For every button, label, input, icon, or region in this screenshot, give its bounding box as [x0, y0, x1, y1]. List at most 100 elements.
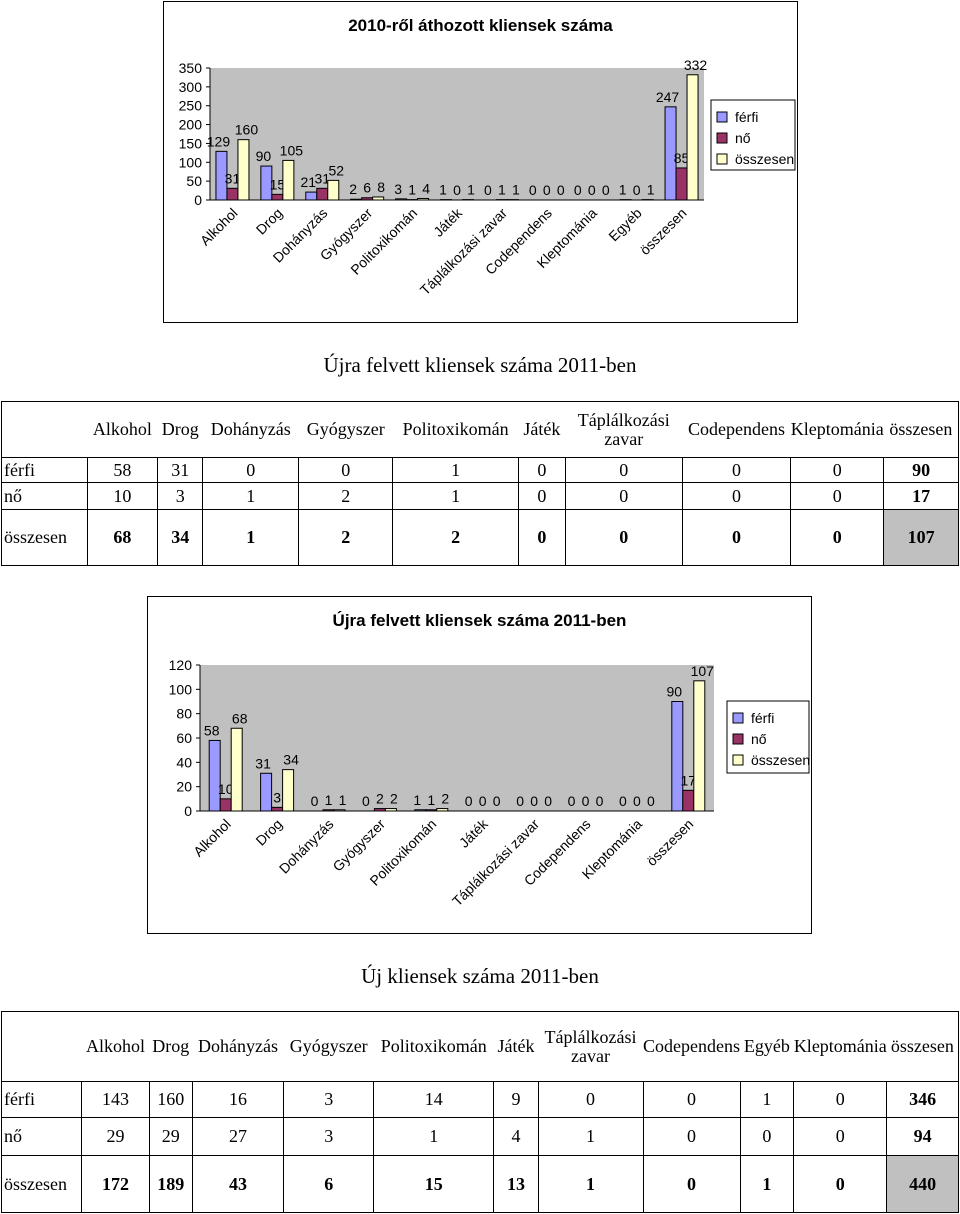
bar-összesen: [333, 809, 346, 812]
data-label: 1: [325, 792, 333, 808]
data-label: 107: [691, 663, 715, 679]
table-cell: 1: [202, 482, 300, 510]
category-label: összesen: [643, 816, 696, 869]
category-label: Drog: [252, 816, 285, 849]
category-label: összesen: [637, 205, 690, 258]
table-cell: 3: [283, 1081, 375, 1118]
y-tick-label: 100: [179, 154, 203, 170]
data-label: 68: [232, 710, 248, 726]
column-header: Gyógyszer: [283, 1011, 374, 1082]
row-header: összesen: [1, 509, 88, 566]
column-header: Egyéb: [740, 1011, 794, 1082]
data-label: 247: [656, 89, 680, 105]
column-header: összesen: [883, 401, 959, 458]
data-label: 0: [619, 793, 627, 809]
bar-nő: [675, 167, 688, 201]
table-cell: 0: [681, 509, 792, 566]
data-label: 0: [633, 793, 641, 809]
table-cell: 0: [642, 1117, 741, 1156]
y-tick-label: 50: [186, 173, 202, 189]
data-label: 129: [207, 133, 231, 149]
table-cell: 43: [191, 1155, 285, 1213]
table-cell: 16: [191, 1081, 285, 1118]
column-header: Kleptománia: [793, 1011, 887, 1082]
table-cell: 0: [793, 1155, 888, 1213]
table-cell: 15: [373, 1155, 495, 1213]
table-cell: 0: [564, 482, 683, 510]
data-label: 3: [273, 789, 281, 805]
data-label: 3: [394, 181, 402, 197]
table-cell: 0: [642, 1155, 741, 1213]
data-label: 1: [413, 792, 421, 808]
data-label: 2: [390, 791, 398, 807]
data-label: 52: [328, 162, 344, 178]
data-label: 160: [235, 122, 259, 138]
table-cell: 29: [148, 1117, 193, 1156]
column-header: Játék: [518, 401, 566, 458]
data-label: 90: [667, 684, 683, 700]
y-tick-label: 350: [179, 60, 203, 76]
data-label: 31: [255, 755, 271, 771]
data-label: 0: [574, 182, 582, 198]
bar-nő: [373, 808, 386, 812]
data-label: 0: [557, 182, 565, 198]
bar-férfi: [260, 165, 273, 201]
bar-nő: [271, 806, 284, 812]
table-cell: 0: [739, 1117, 795, 1156]
table-cell: 172: [81, 1155, 150, 1213]
table-cell: 17: [883, 482, 959, 510]
legend-swatch: [716, 132, 728, 144]
y-tick-label: 200: [179, 117, 203, 133]
data-label: 34: [283, 752, 299, 768]
chart1-svg: 05010015020025030035012931160Alkohol9015…: [179, 57, 796, 298]
bar-összesen: [686, 74, 699, 201]
category-label: Drog: [253, 205, 286, 238]
column-header: Táplálkozási zavar: [565, 401, 683, 458]
data-label: 2: [349, 181, 357, 197]
data-label: 1: [408, 182, 416, 198]
category-label: Egyéb: [605, 205, 645, 245]
data-label: 85: [674, 150, 690, 166]
y-tick-label: 120: [169, 657, 193, 673]
column-header: Codependens: [682, 401, 791, 458]
table-cell: 0: [681, 482, 792, 510]
chart-2010-carried-over: 2010-ről áthozott kliensek száma 0 50 100 1…: [163, 1, 798, 323]
table-cell: 160: [148, 1081, 193, 1118]
y-tick-label: 100: [169, 681, 193, 697]
table-cell: 0: [537, 1081, 644, 1118]
bar-nő: [316, 187, 329, 201]
column-header: Játék: [493, 1011, 539, 1082]
table-cell: 0: [681, 457, 792, 483]
data-label: 15: [270, 176, 286, 192]
bar-összesen: [282, 769, 295, 812]
data-label: 4: [422, 180, 430, 196]
data-label: 0: [362, 793, 370, 809]
data-label: 31: [314, 170, 330, 186]
table-cell: 0: [793, 1081, 888, 1118]
table-cell: 143: [81, 1081, 150, 1118]
table-cell: 1: [392, 457, 519, 483]
category-label: Alkohol: [190, 816, 234, 860]
data-label: 1: [339, 792, 347, 808]
bar-összesen: [237, 139, 250, 201]
table-cell: 0: [517, 482, 566, 510]
y-tick-label: 300: [179, 79, 203, 95]
table-cell: 4: [493, 1117, 539, 1156]
data-label: 105: [280, 142, 304, 158]
bar-férfi: [208, 739, 221, 812]
legend-label: nő: [751, 731, 767, 747]
column-header: Táplálkozási zavar: [538, 1011, 644, 1082]
data-label: 17: [681, 772, 697, 788]
section2-title: Újra felvett kliensek száma 2011-ben: [323, 353, 637, 377]
bar-nő: [219, 798, 232, 812]
bar-összesen: [693, 680, 706, 812]
category-label: Táplálkozási zavar: [449, 816, 543, 910]
bar-férfi: [664, 106, 677, 201]
table-cell: 1: [537, 1117, 644, 1156]
category-label: Dohányzás: [276, 816, 337, 877]
column-header: Dohányzás: [202, 401, 299, 458]
data-label: 0: [596, 793, 604, 809]
data-label: 58: [204, 722, 220, 738]
data-label: 0: [588, 182, 596, 198]
